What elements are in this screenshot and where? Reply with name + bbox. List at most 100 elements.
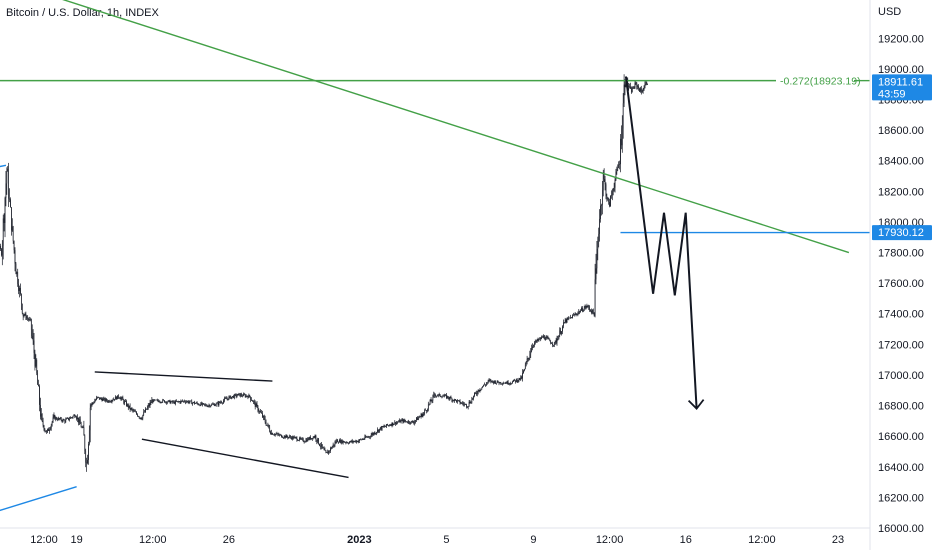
candle-body: [599, 218, 600, 234]
candle-body: [517, 380, 519, 382]
blue-trendline[interactable]: [0, 486, 77, 521]
candle-body: [350, 440, 352, 442]
candle-body: [333, 444, 335, 446]
green-trendline[interactable]: [55, 0, 850, 254]
candle-body: [482, 386, 484, 388]
candle-body: [466, 406, 468, 408]
price-tag-countdown: 43:59: [878, 88, 906, 100]
candle-body: [143, 411, 145, 415]
candle-body: [542, 336, 543, 338]
candle-body: [90, 404, 92, 408]
candle-body: [274, 434, 276, 435]
candle-body: [244, 394, 246, 397]
candle-body: [139, 417, 141, 419]
candle-body: [97, 396, 98, 398]
candle-body: [193, 402, 194, 403]
candle-body: [416, 417, 417, 421]
candle-body: [205, 404, 207, 407]
candle-body: [404, 419, 406, 422]
candle-body: [514, 380, 516, 382]
candle-body: [272, 432, 273, 435]
candle-body: [560, 330, 561, 334]
candle-body: [171, 400, 173, 402]
price-axis[interactable]: 16000.00 16200.00 16400.00 16600.00 16800.00…: [878, 33, 924, 535]
candle-body: [451, 398, 453, 401]
candle-body: [392, 422, 394, 425]
candle-body: [524, 364, 526, 369]
candle-body: [503, 383, 504, 384]
candle-body: [329, 450, 330, 452]
candle-body: [186, 401, 188, 402]
candle-body: [14, 250, 16, 264]
candle-body: [24, 313, 26, 315]
candle-body: [224, 398, 225, 401]
candle-body: [23, 314, 25, 317]
candle-body: [369, 436, 370, 438]
candle-body: [485, 384, 486, 386]
projection-path[interactable]: [624, 76, 698, 409]
candle-body: [505, 382, 506, 384]
candle-body: [1, 245, 3, 256]
candle-body: [262, 413, 263, 418]
channel-line[interactable]: [141, 438, 349, 479]
candle-body: [550, 341, 552, 344]
candle-body: [332, 444, 334, 447]
candle-body: [593, 312, 595, 316]
candle-body: [159, 402, 161, 403]
candle-body: [521, 376, 523, 379]
candle-body: [262, 415, 264, 418]
candle-body: [369, 436, 371, 438]
candle-body: [254, 401, 256, 407]
candle-body: [123, 399, 125, 404]
plot-area[interactable]: -0.272(18923.19): [0, 0, 870, 520]
candle-body: [432, 395, 434, 401]
candle-body: [188, 402, 190, 403]
x-tick-label: 23: [832, 534, 844, 546]
candle-body: [581, 308, 582, 311]
candle-body: [53, 415, 55, 418]
candle-body: [40, 404, 41, 417]
candle-body: [546, 337, 548, 338]
candle-body: [588, 305, 590, 308]
candle-body: [620, 138, 621, 165]
y-tick-label: 16000.00: [878, 523, 924, 535]
candle-body: [615, 171, 617, 180]
candle-body: [130, 408, 132, 410]
candle-body: [630, 86, 631, 89]
candle-body: [353, 441, 355, 443]
candle-body: [201, 402, 203, 405]
candle-body: [640, 88, 641, 92]
candle-body: [52, 417, 54, 422]
candle-body: [499, 382, 501, 384]
candle-body: [601, 205, 602, 206]
candle-body: [621, 138, 622, 146]
candle-body: [75, 416, 77, 418]
time-axis[interactable]: 12:00 19 12:00 26 2023 5 9 12:00 16 12:00 23: [30, 534, 844, 546]
candle-body: [50, 424, 52, 429]
candle-body: [414, 421, 416, 424]
candle-body: [646, 82, 648, 85]
candle-body: [133, 410, 135, 412]
candle-body: [534, 342, 535, 346]
candle-body: [243, 394, 244, 397]
candle-body: [134, 410, 135, 412]
candle-body: [417, 417, 418, 420]
candle-body: [175, 400, 177, 402]
candle-body: [631, 87, 633, 93]
candle-body: [1, 249, 2, 256]
blue-trendline[interactable]: [0, 164, 7, 173]
candle-body: [603, 172, 605, 180]
y-tick-label: 19200.00: [878, 33, 924, 45]
candle-body: [124, 401, 126, 404]
candle-body: [544, 338, 546, 340]
candle-body: [266, 424, 268, 426]
candle-body: [582, 308, 583, 312]
candle-body: [227, 398, 229, 400]
channel-line[interactable]: [94, 371, 273, 382]
candle-body: [629, 86, 630, 88]
candle-body: [507, 381, 509, 384]
candle-body: [485, 383, 487, 385]
candle-body: [483, 384, 484, 387]
candle-body: [421, 414, 423, 417]
